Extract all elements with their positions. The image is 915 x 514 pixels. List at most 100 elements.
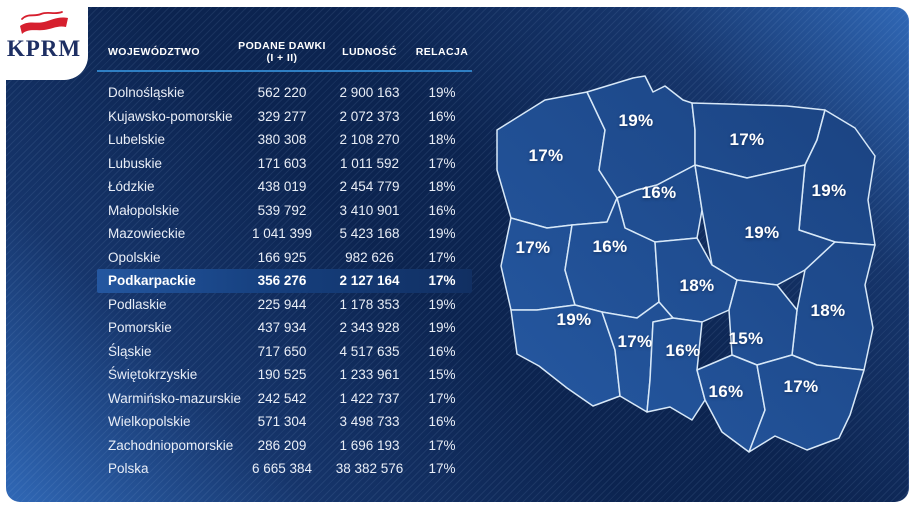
table-row-Dolnośląskie: Dolnośląskie 562 220 2 900 163 19% bbox=[97, 81, 472, 105]
cell-name: Łódzkie bbox=[108, 179, 155, 195]
table-row-Łódzkie: Łódzkie 438 019 2 454 779 18% bbox=[97, 175, 472, 199]
map-region-swietokrzyskie bbox=[728, 279, 798, 366]
map-label-lodzkie: 18% bbox=[679, 276, 715, 295]
cell-name: Pomorskie bbox=[108, 320, 172, 336]
cell-population: 1 696 193 bbox=[339, 437, 400, 453]
cell-name: Warmińsko-mazurskie bbox=[108, 390, 242, 406]
map-label-kujawsko-pomorskie: 16% bbox=[641, 183, 677, 202]
map-label-opolskie: 17% bbox=[617, 332, 653, 351]
cell-population: 4 517 635 bbox=[339, 343, 400, 359]
cell-name: Polska bbox=[108, 461, 149, 477]
cell-population: 3 410 901 bbox=[339, 202, 400, 218]
cell-ratio: 17% bbox=[428, 461, 456, 477]
cell-population: 1 233 961 bbox=[339, 367, 400, 383]
col-header-podane-dawki: PODANE DAWKI (I + II) bbox=[238, 40, 326, 64]
cell-population: 1 011 592 bbox=[339, 155, 400, 171]
cell-population: 1 422 737 bbox=[339, 390, 400, 406]
cell-ratio: 19% bbox=[428, 296, 456, 312]
cell-name: Zachodniopomorskie bbox=[108, 437, 234, 453]
cell-name: Mazowieckie bbox=[108, 226, 186, 242]
cell-name: Opolskie bbox=[108, 249, 161, 265]
cell-doses: 438 019 bbox=[257, 179, 307, 195]
table-row-Polska: Polska 6 665 384 38 382 576 17% bbox=[97, 457, 472, 481]
cell-name: Kujawsko-pomorskie bbox=[108, 108, 233, 124]
cell-doses: 571 304 bbox=[257, 414, 307, 430]
cell-doses: 242 542 bbox=[257, 390, 307, 406]
cell-ratio: 16% bbox=[428, 414, 456, 430]
cell-doses: 171 603 bbox=[257, 155, 307, 171]
background-panel: WOJEWÓDZTWO PODANE DAWKI (I + II) LUDNOŚ… bbox=[6, 7, 909, 502]
kprm-logo: KPRM bbox=[0, 0, 88, 80]
table-row-Śląskie: Śląskie 717 650 4 517 635 16% bbox=[97, 340, 472, 364]
cell-ratio: 17% bbox=[428, 249, 456, 265]
map-label-lubelskie: 18% bbox=[810, 301, 846, 320]
cell-ratio: 16% bbox=[428, 108, 456, 124]
cell-population: 2 127 164 bbox=[339, 273, 400, 289]
cell-ratio: 19% bbox=[428, 320, 456, 336]
cell-name: Lubuskie bbox=[108, 155, 163, 171]
cell-doses: 380 308 bbox=[257, 132, 307, 148]
cell-doses: 1 041 399 bbox=[251, 226, 313, 242]
cell-population: 2 454 779 bbox=[339, 179, 400, 195]
table-row-Małopolskie: Małopolskie 539 792 3 410 901 16% bbox=[97, 199, 472, 223]
table-row-Świętokrzyskie: Świętokrzyskie 190 525 1 233 961 15% bbox=[97, 363, 472, 387]
map-label-zachodniopomorskie: 17% bbox=[528, 146, 564, 165]
table-body: Dolnośląskie 562 220 2 900 163 19% Kujawsko-… bbox=[97, 81, 472, 481]
table-row-Kujawsko-pomorskie: Kujawsko-pomorskie 329 277 2 072 373 16% bbox=[97, 105, 472, 129]
table-row-Warmińsko-mazurskie: Warmińsko-mazurskie 242 542 1 422 737 17% bbox=[97, 387, 472, 411]
cell-name: Małopolskie bbox=[108, 202, 180, 218]
cell-doses: 562 220 bbox=[257, 85, 307, 101]
cell-doses: 329 277 bbox=[257, 108, 307, 124]
table-row-Podlaskie: Podlaskie 225 944 1 178 353 19% bbox=[97, 293, 472, 317]
map-region-lubuskie bbox=[500, 217, 576, 311]
col-header-ludnosc: LUDNOŚĆ bbox=[342, 46, 397, 58]
cell-population: 38 382 576 bbox=[335, 461, 404, 477]
map-label-lubuskie: 17% bbox=[515, 238, 551, 257]
poland-map: 17% 19% 17% 19% 16% 19% 17% 16% 18% 18% 19% 17% 16% 1… bbox=[487, 70, 885, 470]
cell-ratio: 15% bbox=[428, 367, 456, 383]
cell-population: 1 178 353 bbox=[339, 296, 400, 312]
cell-ratio: 17% bbox=[428, 390, 456, 406]
table-row-Wielkopolskie: Wielkopolskie 571 304 3 498 733 16% bbox=[97, 410, 472, 434]
cell-doses: 166 925 bbox=[257, 249, 307, 265]
cell-name: Podkarpackie bbox=[108, 273, 196, 289]
map-label-swietokrzyskie: 15% bbox=[728, 329, 764, 348]
cell-name: Dolnośląskie bbox=[108, 85, 185, 101]
cell-doses: 717 650 bbox=[257, 343, 307, 359]
vaccination-table: WOJEWÓDZTWO PODANE DAWKI (I + II) LUDNOŚ… bbox=[97, 40, 472, 481]
cell-doses: 539 792 bbox=[257, 202, 307, 218]
table-row-Lubelskie: Lubelskie 380 308 2 108 270 18% bbox=[97, 128, 472, 152]
cell-ratio: 17% bbox=[428, 273, 456, 289]
cell-population: 2 900 163 bbox=[339, 85, 400, 101]
map-label-warminsko-mazurskie: 17% bbox=[729, 130, 765, 149]
cell-ratio: 19% bbox=[428, 226, 456, 242]
polish-flag-icon bbox=[20, 11, 68, 34]
table-header: WOJEWÓDZTWO PODANE DAWKI (I + II) LUDNOŚ… bbox=[97, 40, 472, 64]
cell-population: 3 498 733 bbox=[339, 414, 400, 430]
cell-ratio: 19% bbox=[428, 85, 456, 101]
map-label-mazowieckie: 19% bbox=[744, 223, 780, 242]
cell-doses: 225 944 bbox=[257, 296, 307, 312]
cell-doses: 286 209 bbox=[257, 437, 307, 453]
table-row-Pomorskie: Pomorskie 437 934 2 343 928 19% bbox=[97, 316, 472, 340]
cell-ratio: 17% bbox=[428, 437, 456, 453]
cell-ratio: 17% bbox=[428, 155, 456, 171]
cell-ratio: 18% bbox=[428, 132, 456, 148]
map-label-podlaskie: 19% bbox=[811, 181, 847, 200]
cell-doses: 190 525 bbox=[257, 367, 307, 383]
cell-population: 2 072 373 bbox=[339, 108, 400, 124]
cell-doses: 356 276 bbox=[257, 273, 307, 289]
cell-doses: 437 934 bbox=[257, 320, 307, 336]
cell-ratio: 16% bbox=[428, 343, 456, 359]
map-label-podkarpackie: 17% bbox=[783, 377, 819, 396]
cell-name: Wielkopolskie bbox=[108, 414, 191, 430]
cell-name: Lubelskie bbox=[108, 132, 166, 148]
map-label-wielkopolskie: 16% bbox=[592, 237, 628, 256]
header-divider bbox=[97, 70, 472, 72]
cell-population: 982 626 bbox=[345, 249, 394, 265]
map-label-dolnoslaskie: 19% bbox=[556, 310, 592, 329]
cell-ratio: 18% bbox=[428, 179, 456, 195]
table-row-Mazowieckie: Mazowieckie 1 041 399 5 423 168 19% bbox=[97, 222, 472, 246]
table-row-Podkarpackie: Podkarpackie 356 276 2 127 164 17% bbox=[97, 269, 472, 293]
